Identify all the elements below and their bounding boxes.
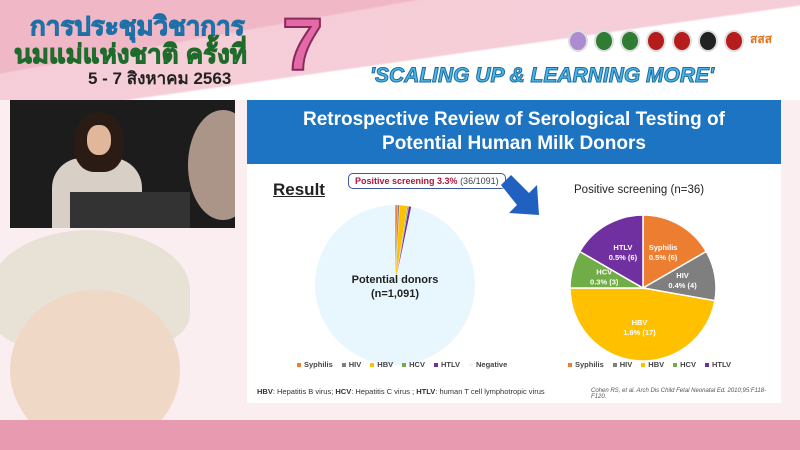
data-label: 1.6% (17) bbox=[623, 328, 656, 337]
legend-item-htlv: HTLV bbox=[704, 360, 731, 369]
data-label: 0.4% (4) bbox=[668, 281, 697, 290]
legend-item-syphilis: Syphilis bbox=[297, 360, 333, 369]
data-label: Syphilis bbox=[649, 243, 678, 252]
citation: Cohen RS, et al. Arch Dis Child Fetal Ne… bbox=[591, 388, 767, 400]
pie-slice-negative bbox=[315, 204, 475, 366]
positive-screening-callout: Positive screening 3.3% (36/1091) bbox=[348, 173, 506, 189]
sponsor-logo bbox=[646, 30, 666, 52]
slide-title-line-1: Retrospective Review of Serological Test… bbox=[303, 109, 725, 130]
abbreviations-footnote: HBV: Hepatitis B virus; HCV: Hepatitis C… bbox=[257, 387, 545, 396]
footnote-text: : Hepatitis C virus ; bbox=[351, 387, 417, 396]
footnote-text: : Hepatitis B virus; bbox=[272, 387, 336, 396]
presentation-slide: Retrospective Review of Serological Test… bbox=[247, 100, 781, 403]
footnote-text: : human T cell lymphotropic virus bbox=[435, 387, 545, 396]
sponsor-logo bbox=[620, 30, 640, 52]
background-child-photo bbox=[0, 230, 240, 430]
conference-banner: การประชุมวิชาการ นมแม่แห่งชาติ ครั้งที่ … bbox=[0, 0, 800, 100]
legend-item-hiv: HIV bbox=[341, 360, 361, 369]
pie-slice-htlv bbox=[578, 214, 644, 290]
arrow-icon bbox=[501, 175, 539, 215]
footnote-abbrev: HCV bbox=[335, 387, 352, 396]
slide-title-line-2: Potential Human Milk Donors bbox=[382, 133, 646, 154]
sponsor-logos: สสส bbox=[568, 30, 772, 52]
data-label: 0.5% (6) bbox=[649, 253, 678, 262]
footnote-abbrev: HBV bbox=[257, 387, 273, 396]
banner-date: 5 - 7 สิงหาคม 2563 bbox=[88, 69, 232, 88]
sponsor-logo-text: สสส bbox=[750, 32, 772, 46]
footnote-abbrev: HTLV bbox=[416, 387, 436, 396]
pie-slice-syphilis bbox=[642, 214, 708, 290]
data-label: HTLV bbox=[613, 243, 632, 252]
bottom-bar bbox=[0, 420, 800, 450]
banner-thai-title-1: การประชุมวิชาการ bbox=[30, 11, 246, 42]
legend-item-hcv: HCV bbox=[673, 360, 696, 369]
legend-item-hbv: HBV bbox=[370, 360, 393, 369]
sponsor-logo bbox=[698, 30, 718, 52]
speaker-video bbox=[10, 100, 235, 228]
data-label: HCV bbox=[596, 268, 612, 277]
pie-center-label: (n=1,091) bbox=[371, 288, 419, 300]
legend-item-hiv: HIV bbox=[612, 360, 632, 369]
positive-pie-title: Positive screening (n=36) bbox=[574, 184, 705, 196]
data-label: 0.3% (3) bbox=[590, 278, 619, 287]
result-heading: Result bbox=[273, 180, 325, 199]
banner-slogan: 'SCALING UP & LEARNING MORE' bbox=[369, 64, 715, 88]
donors-pie-legend: Syphilis HIV HBV HCV HTLV Negative bbox=[297, 360, 507, 369]
legend-item-hcv: HCV bbox=[402, 360, 425, 369]
legend-item-negative: Negative bbox=[469, 360, 507, 369]
data-label: 0.5% (6) bbox=[609, 253, 638, 262]
legend-item-syphilis: Syphilis bbox=[568, 360, 604, 369]
pie-center-label: Potential donors bbox=[352, 274, 439, 286]
positive-pie-legend: Syphilis HIV HBV HCV HTLV bbox=[568, 360, 731, 369]
legend-item-hbv: HBV bbox=[641, 360, 664, 369]
sponsor-logo bbox=[594, 30, 614, 52]
callout-percent: Positive screening 3.3% bbox=[355, 176, 458, 186]
sponsor-logo bbox=[724, 30, 744, 52]
banner-thai-title-2: นมแม่แห่งชาติ ครั้งที่ bbox=[14, 39, 248, 70]
data-label: HIV bbox=[676, 271, 689, 280]
callout-count: (36/1091) bbox=[460, 176, 499, 186]
legend-item-htlv: HTLV bbox=[433, 360, 460, 369]
data-label: HBV bbox=[632, 318, 648, 327]
sponsor-logo bbox=[672, 30, 692, 52]
sponsor-logo bbox=[568, 30, 588, 52]
donors-pie-chart: Potential donors (n=1,091) bbox=[315, 204, 475, 366]
banner-edition-number: 7 bbox=[281, 2, 324, 87]
slide-title: Retrospective Review of Serological Test… bbox=[247, 100, 781, 164]
pie-slice-hbv bbox=[569, 287, 716, 362]
